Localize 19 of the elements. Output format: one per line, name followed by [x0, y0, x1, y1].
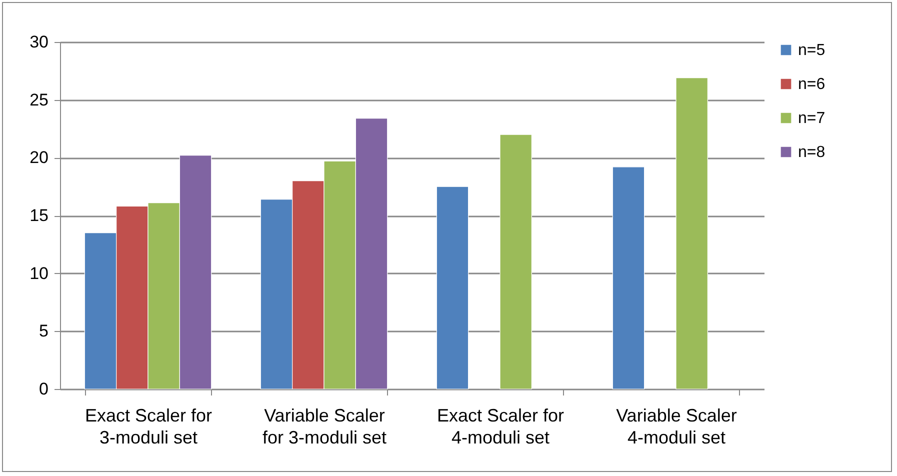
y-tick-label: 30	[30, 32, 48, 52]
x-tick-label: Exact Scaler for 4-moduli set	[436, 406, 564, 448]
y-tick-label: 25	[30, 90, 48, 110]
y-tick-label: 20	[30, 148, 48, 168]
legend-label: n=5	[798, 42, 826, 59]
x-tick-label: Exact Scaler for 3-moduli set	[84, 406, 212, 448]
legend-label: n=6	[798, 76, 826, 93]
bar	[500, 134, 532, 390]
legend-label: n=7	[798, 110, 826, 127]
legend-label: n=8	[798, 144, 826, 161]
y-tick-label: 5	[39, 322, 48, 341]
y-tick-label: 10	[30, 264, 48, 283]
bar	[436, 186, 469, 390]
y-tick-label: 15	[30, 206, 48, 225]
x-tick-label: Variable Scaler for 3-moduli set	[262, 406, 387, 448]
bar	[676, 78, 708, 390]
x-tick-label: Variable Scaler 4-moduli set	[616, 406, 737, 448]
y-tick-label: 0	[39, 380, 48, 398]
bar	[612, 166, 645, 390]
